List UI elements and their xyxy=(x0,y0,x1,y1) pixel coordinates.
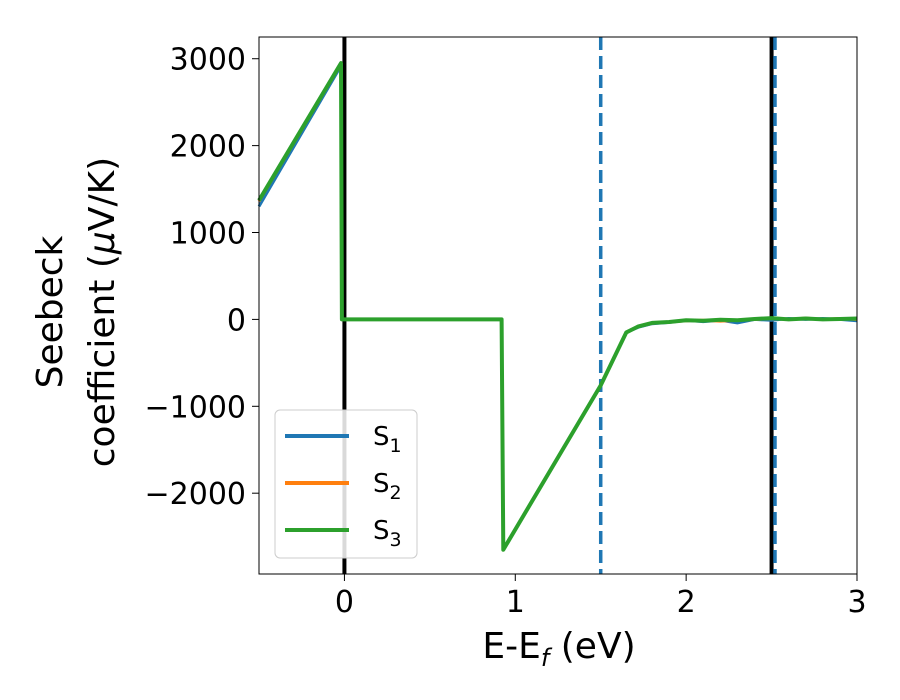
y-axis-title: Seebeck coefficient (μV/K) xyxy=(30,157,123,467)
y-tick-label: 2000 xyxy=(170,130,246,165)
legend-label-2: S2 xyxy=(373,469,402,504)
y-tick-label: 1000 xyxy=(170,217,246,252)
x-axis-title: E-Ef (eV) xyxy=(482,626,635,672)
y-axis-title-line2: coefficient (μV/K) xyxy=(82,157,123,467)
x-tick-label: 3 xyxy=(847,585,866,620)
legend-label-1: S1 xyxy=(373,422,402,457)
x-tick-label: 1 xyxy=(506,585,525,620)
x-tick-label: 2 xyxy=(677,585,696,620)
series-line-3 xyxy=(257,61,858,552)
y-tick-label: −2000 xyxy=(145,477,246,512)
series-lines xyxy=(257,61,858,552)
y-tick-label: 3000 xyxy=(170,43,246,78)
x-axis-ticks: 0 1 2 3 xyxy=(335,574,867,620)
x-tick-label: 0 xyxy=(335,585,354,620)
y-axis-title-line1: Seebeck xyxy=(30,235,71,388)
y-tick-label: −1000 xyxy=(145,390,246,425)
legend-label-3: S3 xyxy=(373,516,402,551)
y-tick-label: 0 xyxy=(227,303,246,338)
y-axis-ticks: −2000 −1000 0 1000 2000 3000 xyxy=(145,43,259,512)
plot-frame xyxy=(258,36,858,575)
legend: S1 S2 S3 xyxy=(274,409,418,559)
